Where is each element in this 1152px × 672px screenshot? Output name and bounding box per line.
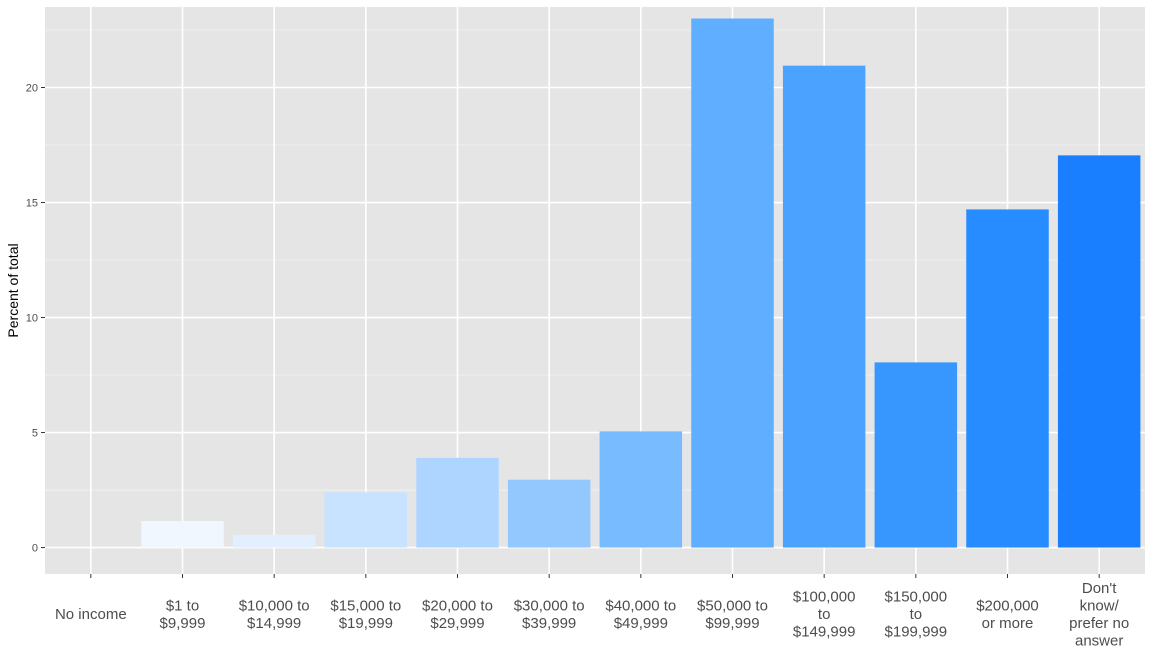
- bar: [874, 362, 958, 548]
- bar: [324, 492, 408, 548]
- bar: [507, 479, 591, 548]
- y-tick-label: 20: [26, 83, 38, 95]
- y-tick-label: 10: [26, 313, 38, 325]
- x-tick-label: $100,000 to $149,999: [793, 589, 856, 641]
- x-tick-label: $10,000 to $14,999: [239, 597, 310, 632]
- minor-gridlines: [45, 29, 1145, 491]
- x-tick-label: No income: [55, 606, 127, 623]
- y-axis: 0 5 10 15 20: [26, 83, 45, 555]
- bar: [416, 457, 499, 548]
- bar: [141, 521, 224, 548]
- x-tick-label: $200,000 or more: [976, 597, 1039, 632]
- x-axis: No income $1 to $9,999 $10,000 to $14,999 $15…: [55, 574, 1129, 649]
- bar: [691, 18, 774, 548]
- x-tick-label: $1 to $9,999: [160, 597, 206, 632]
- x-tick-label: $30,000 to $39,999: [514, 597, 585, 632]
- plot-panel: [45, 7, 1145, 574]
- y-tick-label: 15: [26, 198, 38, 210]
- x-tick-label: $15,000 to $19,999: [330, 597, 401, 632]
- x-tick-label: $50,000 to $99,999: [697, 597, 768, 632]
- bar: [782, 65, 866, 548]
- x-tick-label: $20,000 to $29,999: [422, 597, 493, 632]
- y-tick-label: 5: [32, 428, 38, 440]
- bar: [232, 534, 316, 548]
- bars: [141, 18, 1141, 548]
- x-tick-label: Don't know/prefer no answer: [1069, 580, 1129, 650]
- bar: [1057, 155, 1141, 548]
- bar: [966, 209, 1049, 548]
- y-tick-label: 0: [32, 543, 38, 555]
- bar: [599, 431, 683, 548]
- x-tick-label: $40,000 to $49,999: [605, 597, 676, 632]
- x-tick-label: $150,000 to $199,999: [885, 589, 948, 641]
- y-axis-title: Percent of total: [5, 243, 21, 337]
